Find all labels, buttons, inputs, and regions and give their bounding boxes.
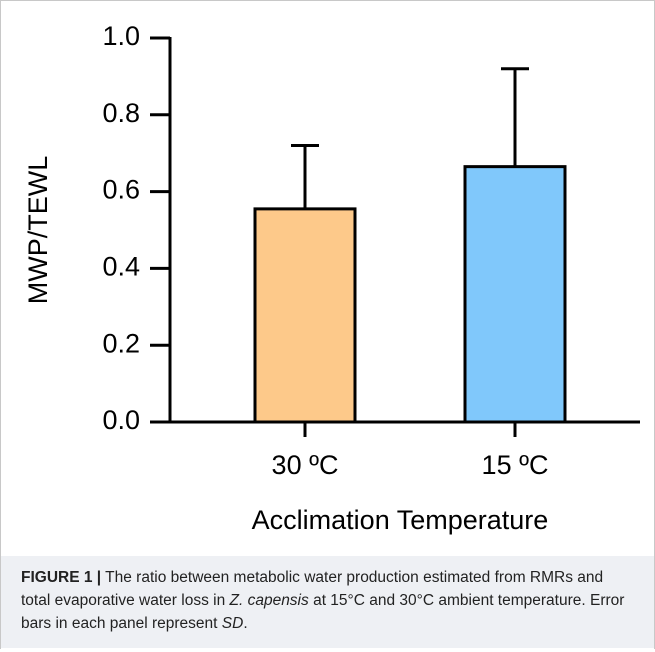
chart: MWP/TEWL Acclimation Temperature 0.0 0.2 0… bbox=[23, 21, 640, 535]
y-tick-label: 0.2 bbox=[102, 328, 140, 358]
x-tick-label: 30 ºC bbox=[272, 450, 339, 480]
caption-sd: SD bbox=[221, 615, 244, 632]
y-axis-title: MWP/TEWL bbox=[23, 156, 53, 305]
x-axis-title: Acclimation Temperature bbox=[252, 505, 549, 535]
caption-text: The ratio between metabolic water produc… bbox=[21, 569, 604, 609]
caption-label: FIGURE 1 bbox=[21, 569, 93, 586]
bar bbox=[463, 165, 567, 424]
y-tick-label: 0.0 bbox=[102, 405, 140, 435]
caption-species: Z. capensis bbox=[229, 592, 309, 609]
caption-text: at 15°C and 30°C ambient temperature. Er… bbox=[21, 592, 625, 632]
y-tick-label: 0.6 bbox=[102, 175, 140, 205]
y-tick-label: 0.8 bbox=[102, 98, 140, 128]
bar bbox=[253, 207, 357, 424]
y-tick-label: 1.0 bbox=[102, 21, 140, 51]
caption-separator: | bbox=[96, 569, 102, 586]
caption-text: . bbox=[243, 615, 248, 632]
x-tick-label: 15 ºC bbox=[482, 450, 549, 480]
caption: FIGURE 1 | The ratio between metabolic w… bbox=[1, 556, 654, 648]
y-tick-label: 0.4 bbox=[102, 252, 140, 282]
